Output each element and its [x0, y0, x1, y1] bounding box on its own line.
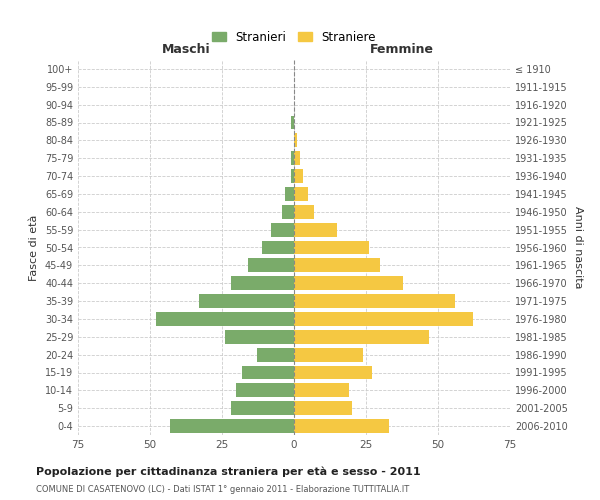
Bar: [294, 294, 455, 308]
Text: COMUNE DI CASATENOVO (LC) - Dati ISTAT 1° gennaio 2011 - Elaborazione TUTTITALIA: COMUNE DI CASATENOVO (LC) - Dati ISTAT 1…: [36, 485, 409, 494]
Bar: [257, 348, 294, 362]
Bar: [294, 330, 430, 344]
Bar: [294, 276, 403, 290]
Bar: [294, 151, 300, 165]
Bar: [294, 205, 314, 219]
Text: Femmine: Femmine: [370, 44, 434, 57]
Bar: [294, 312, 473, 326]
Bar: [225, 330, 294, 344]
Bar: [294, 187, 308, 201]
Bar: [294, 258, 380, 272]
Bar: [236, 384, 294, 398]
Text: Maschi: Maschi: [161, 44, 211, 57]
Bar: [294, 222, 337, 236]
Bar: [271, 222, 294, 236]
Legend: Stranieri, Straniere: Stranieri, Straniere: [206, 24, 382, 50]
Text: Popolazione per cittadinanza straniera per età e sesso - 2011: Popolazione per cittadinanza straniera p…: [36, 466, 421, 477]
Y-axis label: Anni di nascita: Anni di nascita: [573, 206, 583, 289]
Bar: [294, 348, 363, 362]
Bar: [286, 187, 294, 201]
Y-axis label: Fasce di età: Fasce di età: [29, 214, 39, 280]
Bar: [230, 276, 294, 290]
Bar: [294, 134, 297, 147]
Bar: [291, 151, 294, 165]
Bar: [294, 366, 372, 380]
Bar: [230, 401, 294, 415]
Bar: [248, 258, 294, 272]
Bar: [156, 312, 294, 326]
Bar: [242, 366, 294, 380]
Bar: [170, 419, 294, 433]
Bar: [283, 205, 294, 219]
Bar: [291, 116, 294, 130]
Bar: [199, 294, 294, 308]
Bar: [294, 384, 349, 398]
Bar: [294, 240, 369, 254]
Bar: [294, 401, 352, 415]
Bar: [291, 169, 294, 183]
Bar: [294, 419, 389, 433]
Bar: [262, 240, 294, 254]
Bar: [294, 169, 302, 183]
